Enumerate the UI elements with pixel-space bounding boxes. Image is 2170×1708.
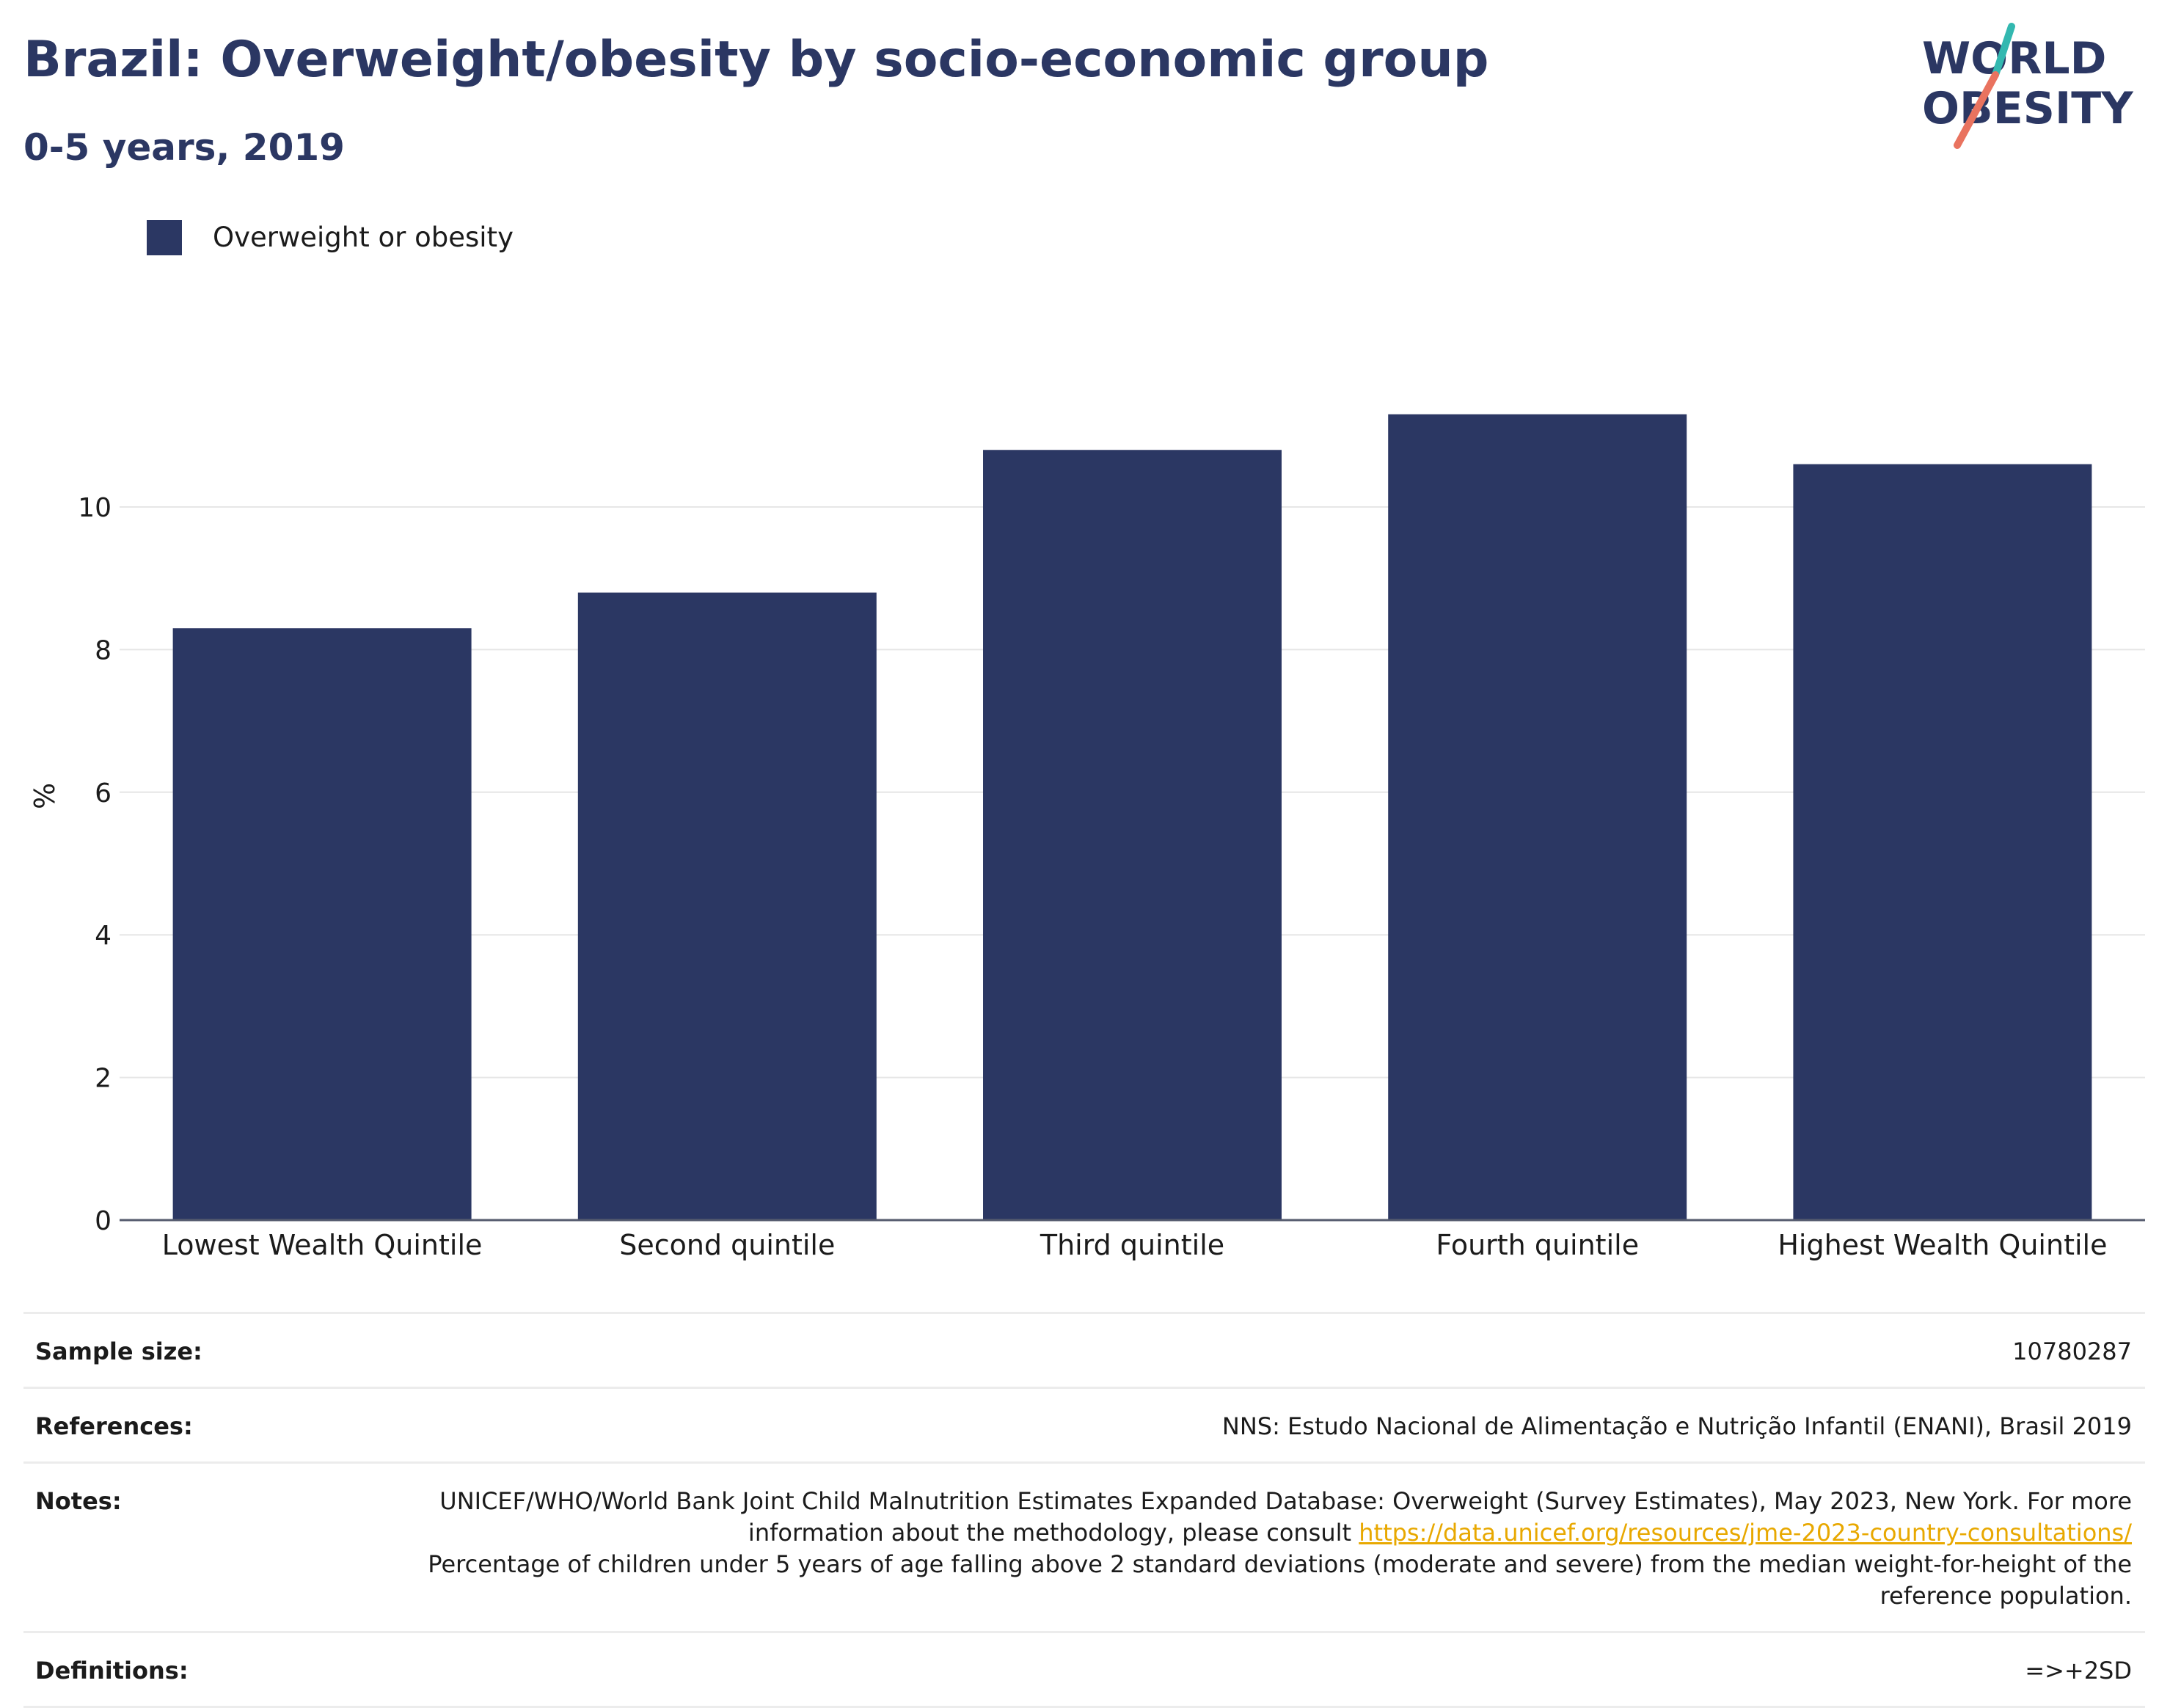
bar-4[interactable]: [1388, 414, 1687, 1220]
references-label: References:: [35, 1412, 193, 1440]
y-tick-label-8: 8: [95, 635, 112, 665]
definitions-row: Definitions: =>+2SD: [23, 1631, 2145, 1708]
x-tick-label-2: Second quintile: [619, 1229, 835, 1261]
x-tick-label-5: Highest Wealth Quintile: [1778, 1229, 2107, 1261]
x-tick-labels: Lowest Wealth Quintile Second quintile Thi…: [162, 1229, 2108, 1261]
sample-size-row: Sample size: 10780287: [23, 1312, 2145, 1387]
y-tick-labels: 0 2 4 6 8 10: [78, 493, 112, 1236]
bars: [172, 414, 2092, 1221]
y-tick-label-10: 10: [78, 493, 112, 523]
chart-title: Brazil: Overweight/obesity by socio-econ…: [23, 31, 1489, 89]
sample-size-label: Sample size:: [35, 1337, 202, 1365]
logo-slash-teal: [1992, 23, 2015, 79]
y-tick-label-0: 0: [95, 1206, 112, 1236]
bar-chart: 0 2 4 6 8 10 Lowest Wealth Quintile Second qui…: [29, 414, 2145, 1261]
notes-label: Notes:: [35, 1487, 122, 1515]
y-tick-label-2: 2: [95, 1064, 112, 1094]
bar-5[interactable]: [1793, 464, 2092, 1221]
logo-slash-coral: [1954, 71, 1999, 149]
chart-subtitle: 0-5 years, 2019: [23, 126, 345, 169]
references-row: References: NNS: Estudo Nacional de Alim…: [23, 1387, 2145, 1461]
definitions-value: =>+2SD: [2025, 1657, 2132, 1685]
notes-methodology-link[interactable]: https://data.unicef.org/resources/jme-20…: [1359, 1519, 2132, 1547]
y-axis-label: %: [29, 783, 61, 809]
bar-3[interactable]: [983, 450, 1282, 1220]
bar-1[interactable]: [172, 628, 472, 1220]
definitions-label: Definitions:: [35, 1657, 189, 1685]
references-value: NNS: Estudo Nacional de Alimentação e Nu…: [1221, 1412, 2132, 1440]
y-tick-label-4: 4: [95, 921, 112, 951]
x-tick-label-3: Third quintile: [1040, 1229, 1224, 1261]
notes-row: Notes: UNICEF/WHO/World Bank Joint Child…: [23, 1461, 2145, 1631]
logo-word-obesity: OBESITY: [1922, 83, 2134, 134]
notes-text-1: UNICEF/WHO/World Bank Joint Child Malnut…: [439, 1487, 2132, 1547]
info-table: Sample size: 10780287 References: NNS: E…: [23, 1312, 2145, 1708]
world-obesity-logo: WORLD OBESITY: [1922, 23, 2134, 149]
bar-2[interactable]: [577, 592, 877, 1220]
notes-value: UNICEF/WHO/World Bank Joint Child Malnut…: [373, 1486, 2132, 1612]
x-tick-label-4: Fourth quintile: [1436, 1229, 1639, 1261]
legend-label: Overweight or obesity: [213, 222, 514, 253]
notes-text-2: Percentage of children under 5 years of …: [428, 1550, 2132, 1610]
logo-word-world: WORLD: [1922, 33, 2106, 84]
sample-size-value: 10780287: [2012, 1337, 2132, 1365]
legend-swatch: [147, 220, 182, 255]
y-tick-label-6: 6: [95, 778, 112, 809]
x-tick-label-1: Lowest Wealth Quintile: [162, 1229, 483, 1261]
